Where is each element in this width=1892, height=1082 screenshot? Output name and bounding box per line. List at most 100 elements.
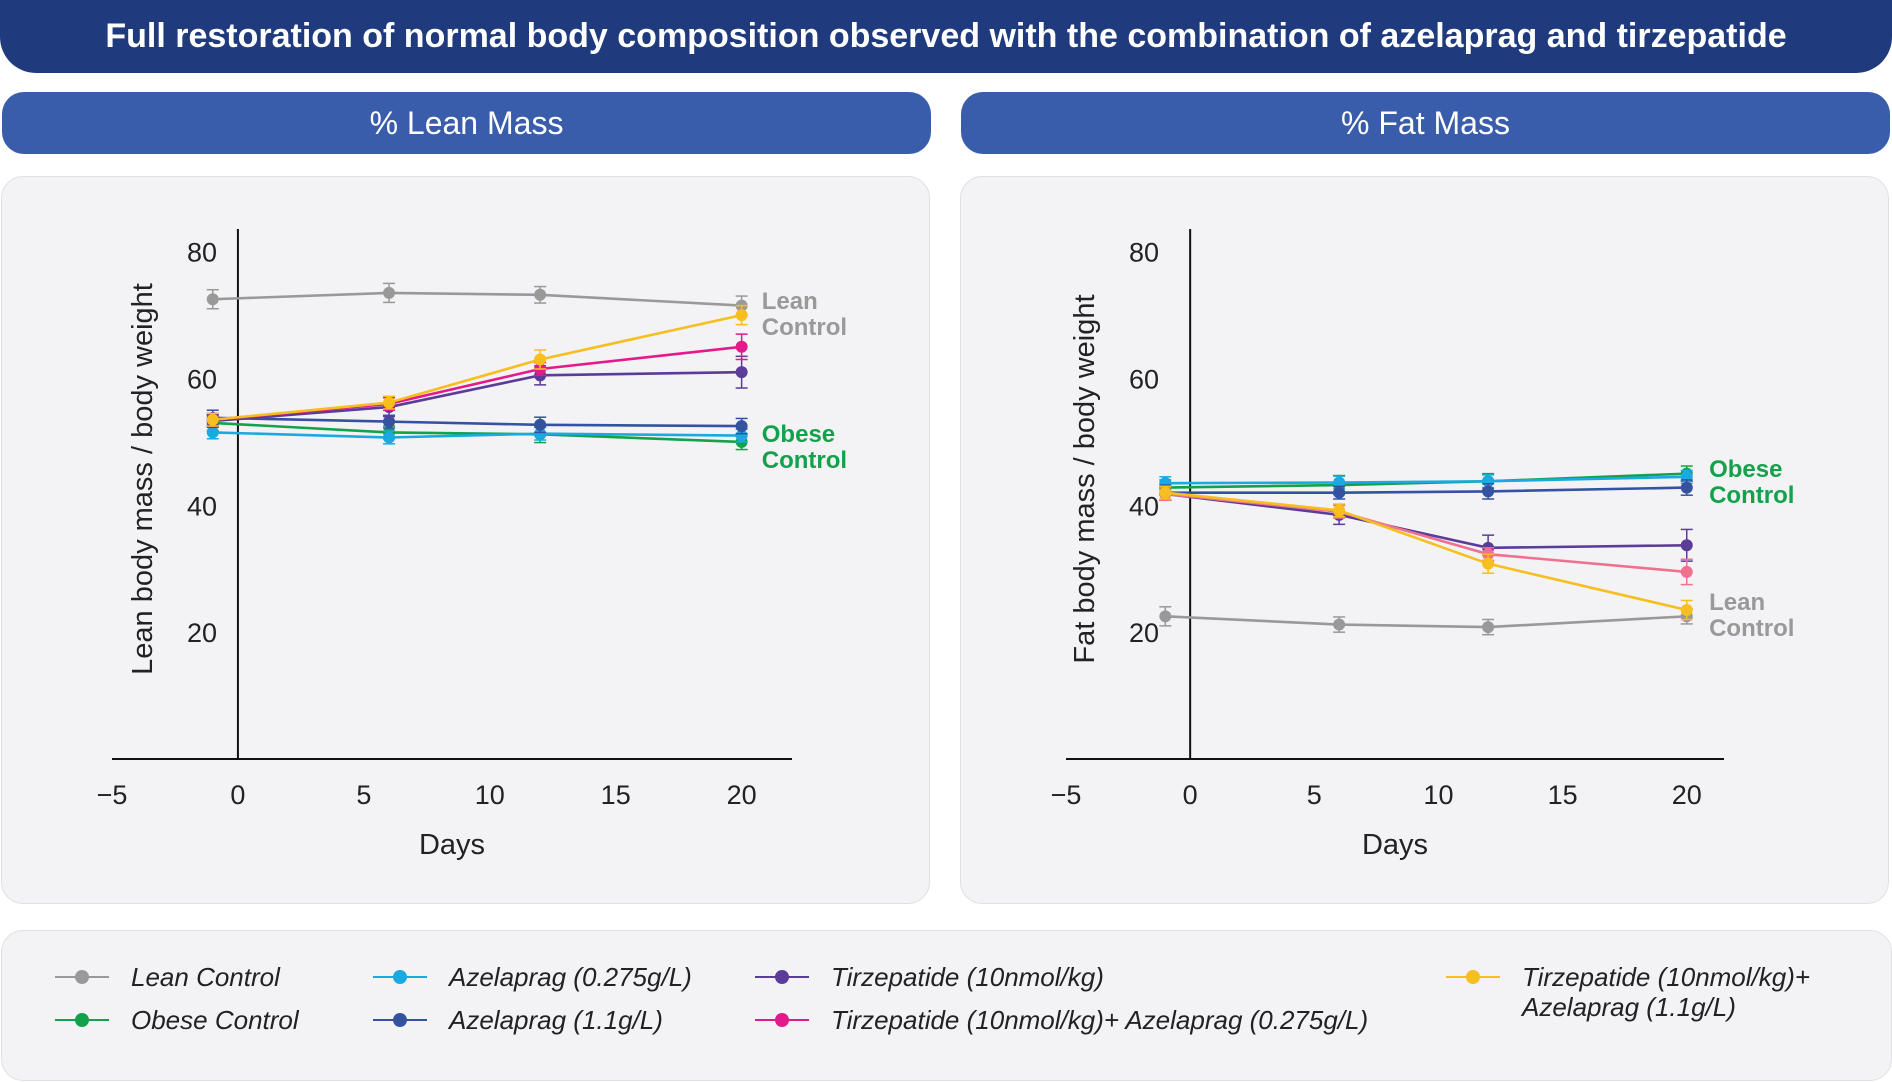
- legend-label: Azelaprag (1.1g/L): [449, 1005, 663, 1035]
- data-point-tirzepatide-10nmol-kg-azelaprag-1-1g-l: [1680, 603, 1693, 616]
- annotation-line: Control: [1709, 482, 1794, 509]
- series-annotation: Lean Control: [1709, 589, 1794, 642]
- y-tick-label: 60: [1129, 365, 1159, 395]
- data-point-lean-control: [534, 288, 547, 301]
- legend-item-tirzepatide: Tirzepatide (10nmol/kg): [755, 962, 1104, 992]
- y-tick-label: 80: [187, 238, 217, 268]
- annotation-line: Control: [762, 447, 847, 474]
- data-point-lean-control: [1159, 610, 1172, 623]
- series-line-tirzepatide-10nmol-kg: [212, 370, 742, 423]
- data-point-tirzepatide-10nmol-kg: [1680, 539, 1693, 552]
- legend-item-obese-control: Obese Control: [55, 1005, 299, 1035]
- y-tick-label: 20: [187, 618, 217, 648]
- series-line-azelaprag-0-275g-l: [212, 431, 742, 439]
- fat-mass-header: % Fat Mass: [961, 92, 1890, 154]
- legend-label: Tirzepatide (10nmol/kg)+ Azelaprag (0.27…: [831, 1005, 1369, 1035]
- series-annotation: Lean Control: [762, 288, 847, 341]
- y-axis-title: Fat body mass / body weight: [1069, 294, 1101, 663]
- legend-marker: [373, 962, 427, 992]
- x-tick-label: −5: [1051, 780, 1082, 810]
- data-point-lean-control: [206, 293, 219, 306]
- x-tick-label: 15: [1548, 780, 1578, 810]
- y-tick-label: 40: [187, 491, 217, 521]
- x-tick-label: 5: [356, 780, 371, 810]
- annotation-line: Lean: [1709, 589, 1765, 616]
- x-tick-label: 20: [1672, 780, 1702, 810]
- series-line-tirzepatide-10nmol-kg-azelaprag-1-1g-l: [1165, 491, 1688, 612]
- fat-mass-chart: −5 0 5 10 15 20 20 40 60 80 Days Fat body mass / bo…: [1051, 229, 1794, 861]
- data-point-tirzepatide-10nmol-kg-azelaprag-0-275g-l: [1680, 565, 1693, 578]
- x-axis-title: Days: [419, 829, 485, 861]
- x-tick-label: 10: [475, 780, 505, 810]
- legend-item-tirzepatide-azelaprag-low: Tirzepatide (10nmol/kg)+ Azelaprag (0.27…: [755, 1005, 1368, 1035]
- annotation-line: Control: [1709, 615, 1794, 642]
- legend-label: Obese Control: [131, 1005, 299, 1035]
- legend: Lean Control Obese Control Azelaprag (0.…: [1, 930, 1892, 1081]
- fat-mass-panel: −5 0 5 10 15 20 20 40 60 80 Days Fat body mass / bo…: [960, 176, 1889, 904]
- legend-marker: [373, 1005, 427, 1035]
- data-point-azelaprag-0-275g-l: [383, 431, 396, 444]
- legend-item-tirzepatide-azelaprag-high: Tirzepatide (10nmol/kg)+ Azelaprag (1.1g…: [1446, 962, 1810, 1022]
- page-title: Full restoration of normal body composit…: [0, 0, 1892, 73]
- lean-mass-chart: −5 0 5 10 15 20 20 40 60 80 Days Lean body mass / b…: [97, 229, 847, 861]
- lean-mass-header: % Lean Mass: [2, 92, 931, 154]
- series-annotation: Obese Control: [1709, 456, 1794, 509]
- data-point-azelaprag-0-275g-l: [1333, 476, 1346, 489]
- data-point-azelaprag-1-1g-l: [534, 418, 547, 431]
- data-point-lean-control: [1333, 618, 1346, 631]
- x-tick-label: 15: [601, 780, 631, 810]
- data-point-tirzepatide-10nmol-kg-azelaprag-1-1g-l: [206, 413, 219, 426]
- data-point-azelaprag-0-275g-l: [735, 429, 748, 442]
- data-point-tirzepatide-10nmol-kg-azelaprag-1-1g-l: [735, 309, 748, 322]
- annotation-line: Obese: [762, 421, 835, 448]
- legend-marker: [55, 962, 109, 992]
- data-point-azelaprag-1-1g-l: [1680, 481, 1693, 494]
- data-point-tirzepatide-10nmol-kg-azelaprag-0-275g-l: [735, 340, 748, 353]
- series-line-tirzepatide-10nmol-kg-azelaprag-1-1g-l: [212, 313, 742, 422]
- y-tick-label: 20: [1129, 618, 1159, 648]
- series-line-tirzepatide-10nmol-kg-azelaprag-0-275g-l: [212, 345, 742, 422]
- x-tick-label: 0: [230, 780, 245, 810]
- data-point-tirzepatide-10nmol-kg-azelaprag-1-1g-l: [1482, 557, 1495, 570]
- data-point-azelaprag-1-1g-l: [1333, 486, 1346, 499]
- series-line-azelaprag-1-1g-l: [1165, 486, 1687, 494]
- x-tick-label: 10: [1423, 780, 1453, 810]
- data-point-azelaprag-0-275g-l: [206, 426, 219, 439]
- legend-label: Tirzepatide (10nmol/kg): [831, 962, 1104, 992]
- legend-label: Lean Control: [131, 962, 280, 992]
- series-line-azelaprag-0-275g-l: [1165, 475, 1687, 485]
- data-point-lean-control: [383, 286, 396, 299]
- x-tick-label: 0: [1183, 780, 1198, 810]
- data-point-tirzepatide-10nmol-kg-azelaprag-1-1g-l: [383, 396, 396, 409]
- legend-marker: [755, 962, 809, 992]
- data-point-azelaprag-0-275g-l: [534, 427, 547, 440]
- legend-marker: [55, 1005, 109, 1035]
- data-point-tirzepatide-10nmol-kg: [735, 366, 748, 379]
- x-tick-label: −5: [97, 780, 128, 810]
- x-axis-title: Days: [1362, 829, 1428, 861]
- data-point-azelaprag-1-1g-l: [383, 415, 396, 428]
- legend-label: Azelaprag (0.275g/L): [449, 962, 692, 992]
- y-tick-label: 40: [1129, 491, 1159, 521]
- y-axis-title: Lean body mass / body weight: [127, 283, 159, 675]
- x-tick-label: 5: [1307, 780, 1322, 810]
- y-tick-label: 80: [1129, 238, 1159, 268]
- series-line-azelaprag-1-1g-l: [212, 416, 742, 428]
- data-point-lean-control: [1482, 621, 1495, 634]
- x-tick-label: 20: [727, 780, 757, 810]
- legend-item-lean-control: Lean Control: [55, 962, 280, 992]
- data-point-tirzepatide-10nmol-kg-azelaprag-1-1g-l: [534, 353, 547, 366]
- legend-label-multiline: Tirzepatide (10nmol/kg)+ Azelaprag (1.1g…: [1522, 962, 1810, 1022]
- data-point-azelaprag-1-1g-l: [1482, 485, 1495, 498]
- legend-label-line-2: Azelaprag (1.1g/L): [1522, 992, 1736, 1022]
- data-point-azelaprag-1-1g-l: [735, 420, 748, 433]
- lean-mass-panel: −5 0 5 10 15 20 20 40 60 80 Days Lean body mass / b…: [1, 176, 930, 904]
- annotation-line: Obese: [1709, 456, 1782, 483]
- series-line-obese-control: [212, 421, 742, 444]
- data-point-tirzepatide-10nmol-kg-azelaprag-1-1g-l: [1159, 486, 1172, 499]
- data-point-tirzepatide-10nmol-kg-azelaprag-1-1g-l: [1333, 504, 1346, 517]
- legend-item-azelaprag-high: Azelaprag (1.1g/L): [373, 1005, 663, 1035]
- legend-label-line-1: Tirzepatide (10nmol/kg)+: [1522, 962, 1811, 992]
- legend-marker: [755, 1005, 809, 1035]
- legend-marker: [1446, 962, 1500, 992]
